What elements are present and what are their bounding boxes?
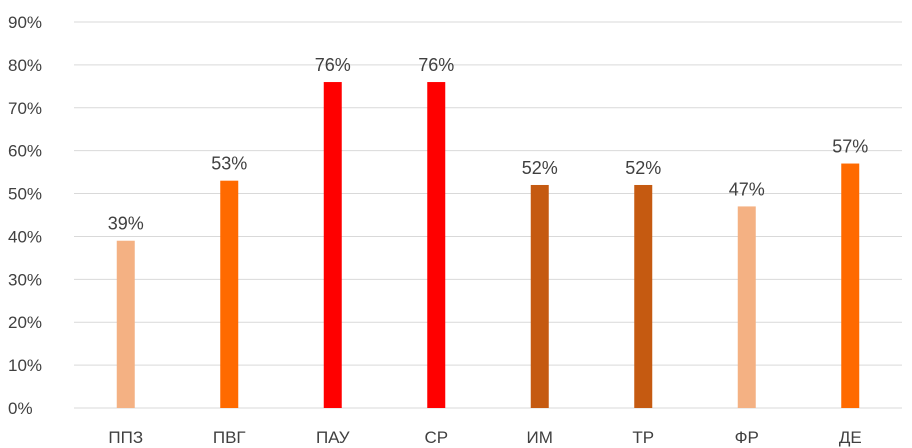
x-category-label: ДЕ (839, 428, 862, 447)
bar-8 (841, 163, 860, 408)
data-label: 57% (832, 137, 868, 157)
y-axis-tick-labels: 0% 10% 20% 30% 40% 50% 60% 70% 80% 90% (8, 13, 42, 418)
y-tick-label: 10% (8, 356, 42, 375)
x-category-label: ТР (632, 428, 654, 447)
y-tick-label: 20% (8, 313, 42, 332)
gridlines (74, 21, 902, 409)
y-tick-label: 50% (8, 185, 42, 204)
bar-4 (427, 82, 446, 409)
bar-6 (634, 184, 653, 408)
y-tick-label: 70% (8, 99, 42, 118)
y-tick-label: 90% (8, 13, 42, 32)
x-category-label: ПАУ (316, 428, 350, 447)
x-category-label: ППЗ (108, 428, 143, 447)
bar-2 (220, 180, 239, 408)
bar-5 (530, 184, 549, 408)
y-tick-label: 40% (8, 227, 42, 246)
y-tick-label: 30% (8, 270, 42, 289)
data-label: 76% (315, 55, 351, 75)
y-tick-label: 60% (8, 142, 42, 161)
data-label: 52% (522, 158, 558, 178)
bar-1 (116, 240, 135, 408)
data-label: 47% (729, 179, 765, 199)
data-label: 52% (625, 158, 661, 178)
data-label: 76% (418, 55, 454, 75)
data-label: 39% (108, 214, 144, 234)
x-category-label: ФР (735, 428, 759, 447)
x-category-label: ПВГ (213, 428, 246, 447)
y-tick-label: 0% (8, 399, 33, 418)
bar-3 (323, 82, 342, 409)
bar-7 (737, 206, 756, 408)
data-labels: 39% 53% 76% 76% 52% 52% 47% 57% (108, 55, 869, 234)
x-axis-category-labels: ППЗ ПВГ ПАУ СР ИМ ТР ФР ДЕ (108, 428, 861, 447)
x-category-label: ИМ (527, 428, 553, 447)
x-category-label: СР (424, 428, 448, 447)
y-tick-label: 80% (8, 56, 42, 75)
data-label: 53% (211, 154, 247, 174)
bars (116, 82, 860, 409)
